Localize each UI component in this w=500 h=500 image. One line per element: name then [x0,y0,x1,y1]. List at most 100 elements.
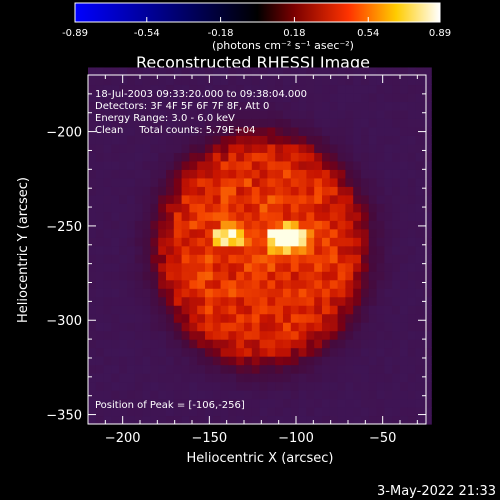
heatmap-cell [329,67,339,77]
heatmap-cell [368,194,378,204]
heatmap-cell [392,407,401,417]
heatmap-cell [259,237,268,247]
heatmap-cell [88,322,97,332]
heatmap-cell [173,381,183,391]
heatmap-cell [290,186,300,196]
heatmap-cell [298,288,307,298]
heatmap-cell [407,313,417,323]
heatmap-cell [205,169,214,179]
heatmap-cell [298,398,307,408]
heatmap-cell [134,262,144,272]
heatmap-cell [205,118,214,128]
heatmap-cell [283,92,292,103]
heatmap-cell [244,237,253,247]
heatmap-cell [353,118,362,128]
heatmap-cell [95,245,105,255]
heatmap-cell [189,109,198,119]
heatmap-cell [236,305,245,315]
heatmap-cell [314,160,323,170]
heatmap-cell [376,339,385,349]
heatmap-cell [236,407,245,417]
heatmap-cell [166,67,175,77]
heatmap-cell [267,381,276,391]
heatmap-cell [251,118,261,128]
heatmap-cell [329,305,339,315]
heatmap-cell [345,305,354,315]
colorbar-tick-label: -0.54 [134,28,160,39]
heatmap-cell [290,143,300,153]
heatmap-cell [142,288,151,298]
heatmap-cell [150,152,159,162]
heatmap-cell [127,101,136,111]
heatmap-cell [88,169,97,179]
heatmap-cell [197,288,206,298]
heatmap-cell [415,211,424,221]
y-axis-label: Heliocentric Y (arcsec) [16,177,31,323]
heatmap-cell [423,186,432,196]
heatmap-cell [95,220,105,230]
heatmap-cell [368,220,378,230]
heatmap-cell [119,364,128,374]
heatmap-cell [111,262,120,272]
heatmap-cell [306,339,315,349]
heatmap-cell [119,67,128,77]
heatmap-cell [244,118,253,128]
heatmap-cell [361,177,370,187]
heatmap-cell [111,118,120,128]
heatmap-cell [150,75,159,86]
heatmap-cell [88,347,97,357]
heatmap-cell [314,228,323,238]
heatmap-cell [173,135,183,145]
heatmap-cell [181,220,190,230]
heatmap-cell [283,347,292,357]
heatmap-cell [400,75,409,86]
heatmap-cell [197,339,206,349]
heatmap-cell [306,245,315,255]
heatmap-cell [384,169,393,179]
heatmap-cell [345,313,354,323]
heatmap-cell [376,152,385,162]
heatmap-cell [205,220,214,230]
heatmap-cell [119,381,128,391]
heatmap-cell [407,398,417,408]
heatmap-cell [384,211,393,221]
heatmap-cell [134,271,144,281]
heatmap-cell [228,237,237,247]
heatmap-cell [236,203,245,213]
heatmap-cell [127,135,136,145]
heatmap-cell [251,135,261,145]
heatmap-cell [259,373,268,383]
heatmap-cell [173,92,183,103]
heatmap-cell [119,92,128,103]
heatmap-cell [314,279,323,289]
heatmap-cell [322,75,331,86]
heatmap-cell [290,203,300,213]
heatmap-cell [345,211,354,221]
heatmap-cell [400,220,409,230]
heatmap-cell [103,254,112,264]
heatmap-cell [400,211,409,221]
heatmap-cell [212,237,222,247]
heatmap-cell [329,407,339,417]
heatmap-cell [306,364,315,374]
heatmap-cell [392,330,401,340]
heatmap-cell [212,211,222,221]
heatmap-cell [322,398,331,408]
heatmap-cell [205,262,214,272]
heatmap-cell [392,169,401,179]
heatmap-cell [353,143,362,153]
heatmap-cell [423,415,432,425]
heatmap-cell [415,92,424,103]
heatmap-cell [251,305,261,315]
heatmap-cell [111,135,120,145]
heatmap-cell [181,245,190,255]
heatmap-cell [329,415,339,425]
heatmap-cell [173,220,183,230]
heatmap-cell [181,194,190,204]
heatmap-cell [415,118,424,128]
heatmap-cell [166,296,175,306]
heatmap-cell [345,152,354,162]
heatmap-cell [103,322,112,332]
heatmap-cell [298,296,307,306]
heatmap-cell [205,279,214,289]
